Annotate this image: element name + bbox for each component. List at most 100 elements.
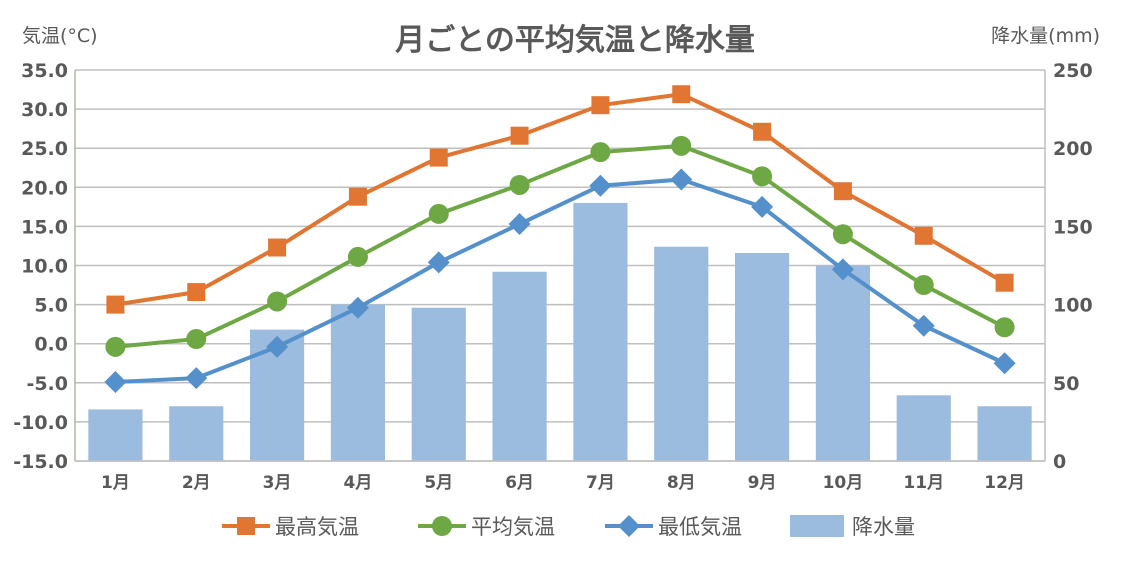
data-point-square [672,85,691,104]
data-point-diamond [589,174,612,197]
series-line [115,177,1006,385]
data-point-square [833,182,852,201]
data-point-square [591,96,610,115]
legend-label: 最高気温 [275,515,359,539]
right-tick-label: 250 [1053,60,1093,82]
category-label: 5月 [424,473,453,493]
category-label: 11月 [903,473,944,493]
right-tick-label: 50 [1053,373,1079,395]
data-point-circle [590,142,611,163]
left-tick-label: 15.0 [21,216,68,238]
precipitation-bars [88,202,1032,461]
data-point-square [187,283,206,302]
category-labels: 1月 2月 3月 4月 5月 6月 7月 8月 9月 10月 11月 12月 [101,473,1025,493]
bar-precipitation [88,409,143,461]
category-label: 4月 [343,473,372,493]
bar-precipitation [169,406,224,461]
left-tick-label: -15.0 [13,451,68,473]
data-point-diamond [508,213,531,236]
bar-precipitation [492,271,547,461]
legend-item: 最高気温 [222,515,359,539]
data-point-diamond [266,335,289,358]
data-point-circle [267,291,288,312]
category-label: 12月 [984,473,1025,493]
series-square [106,85,1014,314]
data-point-diamond [104,371,127,394]
category-label: 9月 [748,473,777,493]
data-point-diamond [751,195,774,218]
data-point-diamond [346,296,369,319]
legend-item: 最低気温 [605,515,742,539]
category-label: 6月 [505,473,534,493]
left-tick-label: 25.0 [21,138,68,160]
data-point-circle [105,336,126,357]
chart-title: 月ごとの平均気温と降水量 [395,23,755,58]
right-tick-label: 150 [1053,216,1093,238]
bar-precipitation [411,307,466,461]
data-point-circle [347,246,368,267]
bar-precipitation [573,202,628,461]
left-tick-label: 35.0 [21,60,68,82]
legend-item: 降水量 [790,515,915,539]
data-point-square [510,126,529,145]
category-label: 2月 [182,473,211,493]
category-label: 7月 [586,473,615,493]
bar-precipitation [896,395,951,461]
data-point-square [106,295,125,314]
data-point-square [348,187,367,206]
legend-marker-square-icon [237,517,255,535]
data-point-square [995,273,1014,292]
data-point-diamond [993,352,1016,375]
right-tick-label: 100 [1053,295,1093,317]
right-axis-title: 降水量(mm) [991,25,1100,47]
data-point-circle [509,174,530,195]
data-point-diamond [831,258,854,281]
category-label: 8月 [667,473,696,493]
data-point-circle [913,275,934,296]
category-label: 1月 [101,473,130,493]
left-tick-label: 30.0 [21,99,68,121]
left-tick-label: 10.0 [21,256,68,278]
right-tick-label: 200 [1053,138,1093,160]
left-tick-label: -10.0 [13,412,68,434]
left-tick-label: 20.0 [21,177,68,199]
data-point-circle [832,224,853,245]
data-point-circle [752,166,773,187]
data-point-square [429,148,448,167]
series-diamond [104,168,1016,394]
category-label: 10月 [823,473,864,493]
data-point-circle [428,203,449,224]
data-point-square [914,226,933,245]
data-point-square [753,122,772,141]
bar-precipitation [330,304,385,461]
data-point-diamond [670,168,693,191]
bar-precipitation [815,265,870,461]
data-point-diamond [427,251,450,274]
right-axis-ticks: 250 200 150 100 50 0 [1053,60,1093,473]
legend-swatch-icon [790,515,844,537]
series-circle [105,135,1015,357]
left-axis-title: 気温(°C) [22,25,98,47]
bar-precipitation [735,252,790,461]
legend-label: 平均気温 [471,515,555,539]
left-tick-label: -5.0 [26,373,68,395]
legend-marker-diamond-icon [618,515,640,537]
data-point-circle [671,135,692,156]
left-axis-ticks: 35.0 30.0 25.0 20.0 15.0 10.0 5.0 0.0 -5.0 -10.0 -… [13,60,68,473]
temperature-lines [104,85,1016,394]
axes [74,70,1046,462]
left-tick-label: 0.0 [34,334,68,356]
data-point-diamond [185,367,208,390]
legend-marker-circle-icon [432,516,452,536]
category-label: 3月 [263,473,292,493]
series-line [115,143,1006,349]
series-line [115,92,1006,307]
bar-precipitation [977,406,1032,461]
data-point-diamond [912,314,935,337]
legend-item: 平均気温 [418,515,555,539]
right-tick-label: 0 [1053,451,1066,473]
bar-precipitation [654,246,709,461]
data-point-square [268,238,287,257]
legend-label: 最低気温 [658,515,742,539]
